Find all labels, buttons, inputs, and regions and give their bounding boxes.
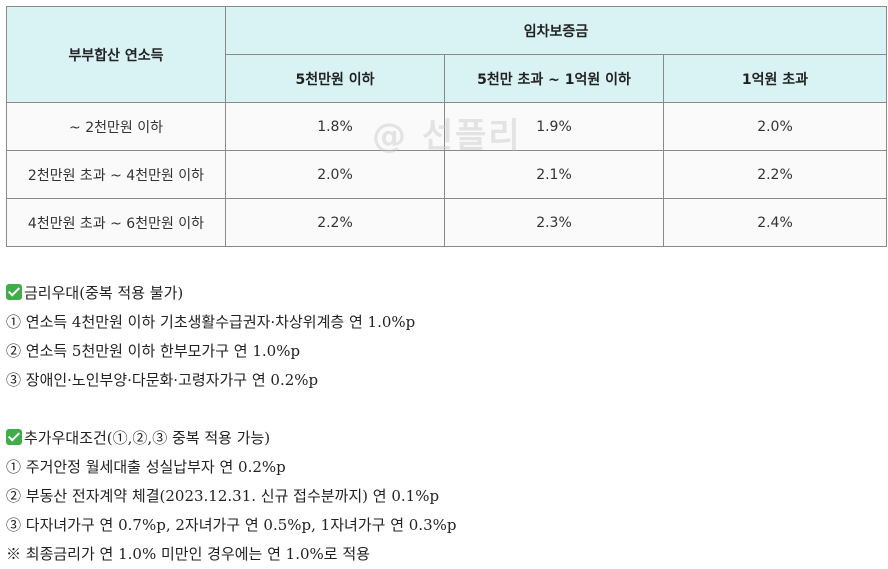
table-cell: 2.0% — [663, 102, 887, 151]
note-item: ※ 최종금리가 연 1.0% 미만인 경우에는 연 1.0%로 적용 — [6, 545, 370, 563]
table-row: 2천만원 초과 ~ 4천만원 이하 2.0% 2.1% 2.2% — [6, 150, 887, 199]
header-col-3: 1억원 초과 — [663, 54, 887, 103]
header-col-1: 5천만원 이하 — [225, 54, 445, 103]
table-cell: 2.3% — [444, 198, 664, 247]
section-title: 금리우대(중복 적용 불가) — [6, 279, 456, 308]
header-income: 부부합산 연소득 — [6, 6, 226, 103]
section-1-title: 금리우대(중복 적용 불가) — [24, 284, 184, 302]
row-label: 2천만원 초과 ~ 4천만원 이하 — [6, 150, 226, 199]
row-label: 4천만원 초과 ~ 6천만원 이하 — [6, 198, 226, 247]
list-item: ① 연소득 4천만원 이하 기초생활수급권자·차상위계층 연 1.0%p — [6, 313, 416, 331]
list-item: ② 연소득 5천만원 이하 한부모가구 연 1.0%p — [6, 342, 301, 360]
row-label: ~ 2천만원 이하 — [6, 102, 226, 151]
table-cell: 2.2% — [663, 150, 887, 199]
table-cell: 2.2% — [225, 198, 445, 247]
section-2-title: 추가우대조건(①,②,③ 중복 적용 가능) — [24, 429, 271, 447]
check-mark-icon — [6, 429, 22, 445]
header-deposit: 임차보증금 — [225, 6, 887, 55]
section-title: 추가우대조건(①,②,③ 중복 적용 가능) — [6, 424, 456, 453]
table-cell: 2.4% — [663, 198, 887, 247]
list-item: ② 부동산 전자계약 체결(2023.12.31. 신규 접수분까지) 연 0.… — [6, 487, 440, 505]
list-item: ① 주거안정 월세대출 성실납부자 연 0.2%p — [6, 458, 286, 476]
header-col-2: 5천만 초과 ~ 1억원 이하 — [444, 54, 664, 103]
table-row: ~ 2천만원 이하 1.8% 1.9% 2.0% — [6, 102, 887, 151]
table-cell: 2.1% — [444, 150, 664, 199]
list-item: ③ 다자녀가구 연 0.7%p, 2자녀가구 연 0.5%p, 1자녀가구 연 … — [6, 516, 457, 534]
list-item: ③ 장애인·노인부양·다문화·고령자가구 연 0.2%p — [6, 371, 319, 389]
table-cell: 1.9% — [444, 102, 664, 151]
interest-rate-table: 부부합산 연소득 임차보증금 5천만원 이하 5천만 초과 ~ 1억원 이하 1… — [6, 6, 887, 247]
table-cell: 2.0% — [225, 150, 445, 199]
check-mark-icon — [6, 284, 22, 300]
table-cell: 1.8% — [225, 102, 445, 151]
table-row: 4천만원 초과 ~ 6천만원 이하 2.2% 2.3% 2.4% — [6, 198, 887, 247]
notes: 금리우대(중복 적용 불가) ① 연소득 4천만원 이하 기초생활수급권자·차상… — [6, 279, 456, 569]
